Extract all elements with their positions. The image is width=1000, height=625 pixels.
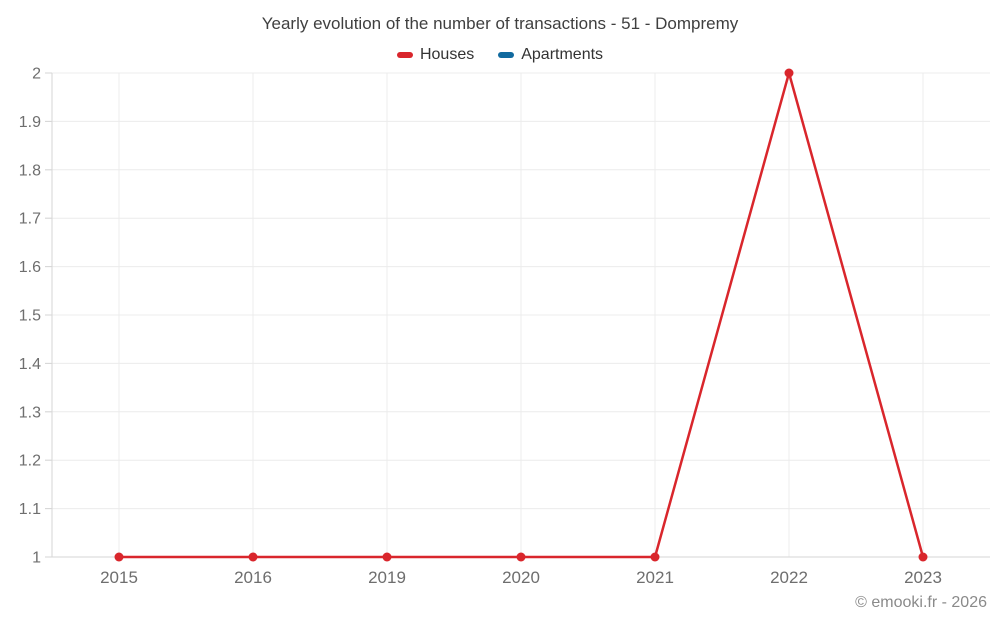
houses-data-point[interactable] [516, 552, 526, 562]
y-axis-label: 1.1 [19, 501, 41, 518]
x-axis-label: 2022 [770, 568, 808, 587]
x-axis-label: 2016 [234, 568, 272, 587]
legend-label-houses: Houses [419, 46, 475, 63]
y-axis-label: 1.8 [19, 162, 41, 179]
x-axis-label: 2020 [502, 568, 540, 587]
y-axis-label: 2 [32, 66, 41, 83]
x-axis-label: 2021 [636, 568, 674, 587]
x-axis-label: 2019 [368, 568, 406, 587]
houses-legend-swatch-icon [396, 52, 413, 58]
houses-data-point[interactable] [248, 552, 258, 562]
houses-data-point[interactable] [114, 552, 124, 562]
houses-data-point[interactable] [382, 552, 392, 562]
y-axis-label: 1.7 [19, 211, 41, 228]
chart-title: Yearly evolution of the number of transa… [261, 14, 739, 33]
legend-item-houses[interactable]: Houses [396, 46, 475, 64]
watermark: © emooki.fr - 2026 [855, 594, 987, 611]
y-axis-label: 1.3 [19, 404, 41, 421]
legend-item-apartments[interactable]: Apartments [498, 46, 603, 64]
x-axis-label: 2015 [100, 568, 138, 587]
y-axis-label: 1.5 [19, 308, 41, 325]
y-axis-label: 1.6 [19, 259, 41, 276]
legend-label-apartments: Apartments [521, 46, 604, 63]
houses-data-point[interactable] [918, 552, 928, 562]
houses-data-point[interactable] [784, 68, 794, 78]
houses-data-point[interactable] [650, 552, 660, 562]
legend: Houses Apartments [0, 46, 1000, 64]
y-axis-label: 1.4 [19, 356, 41, 373]
y-axis-label: 1.2 [19, 453, 41, 470]
apartments-legend-swatch-icon [498, 52, 515, 58]
x-axis-label: 2023 [904, 568, 942, 587]
y-axis-label: 1.9 [19, 114, 41, 131]
y-axis-label: 1 [32, 550, 41, 567]
